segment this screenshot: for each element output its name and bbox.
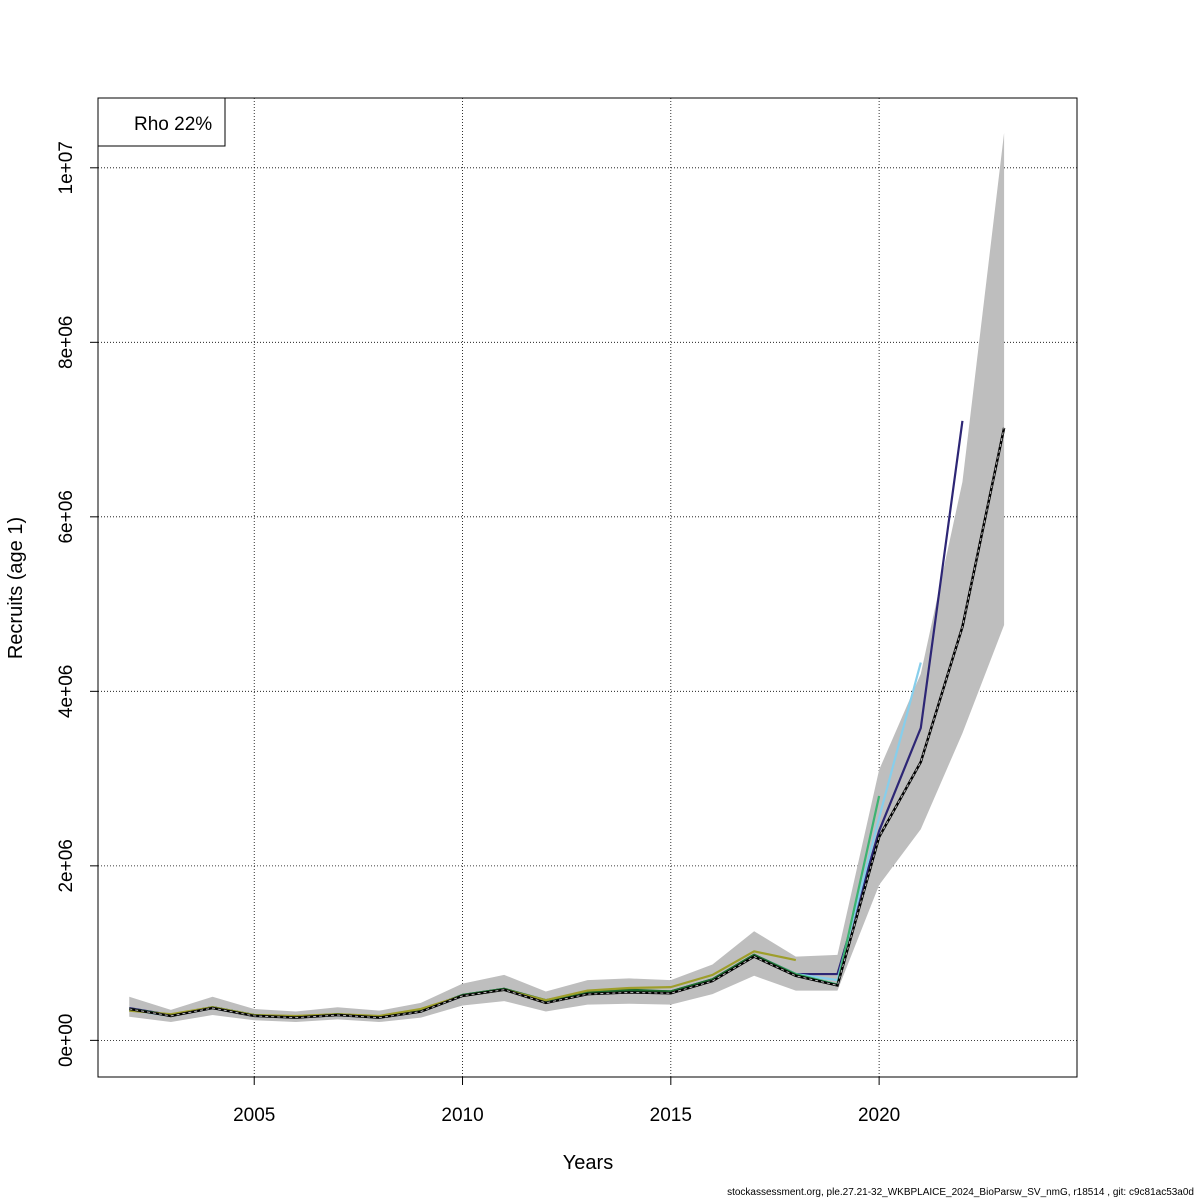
y-tick-label: 6e+06 <box>56 490 77 543</box>
legend-box <box>97 97 226 147</box>
y-tick-label: 2e+06 <box>56 839 77 892</box>
series-line <box>129 420 964 1018</box>
footer-note: stockassessment.org, ple.27.21-32_WKBPLA… <box>727 1187 1194 1198</box>
y-tick-label: 8e+06 <box>56 316 77 369</box>
series-lines <box>129 420 1006 1019</box>
x-tick-label: 2010 <box>441 1105 483 1126</box>
x-tick-label: 2005 <box>233 1105 275 1126</box>
legend-text: Rho 22% <box>134 114 212 135</box>
confidence-band <box>129 132 1005 1023</box>
x-axis-title: Years <box>563 1152 613 1174</box>
grid-lines <box>98 98 1077 1077</box>
x-tick-label: 2015 <box>650 1105 692 1126</box>
y-axis-title: Recruits (age 1) <box>5 517 27 659</box>
x-axis: 2005 2010 2015 2020 <box>233 1077 900 1126</box>
y-tick-label: 0e+00 <box>56 1014 77 1067</box>
x-tick-label: 2020 <box>858 1105 900 1126</box>
series-line-dash <box>129 427 1005 1019</box>
plot-frame <box>97 97 1078 1078</box>
legend: Rho 22% <box>97 97 226 147</box>
y-tick-label: 4e+06 <box>56 665 77 718</box>
y-tick-label: 1e+07 <box>56 141 77 194</box>
series-line <box>129 427 1006 1019</box>
y-axis: 0e+00 2e+06 4e+06 6e+06 8e+06 1e+07 <box>56 141 98 1067</box>
